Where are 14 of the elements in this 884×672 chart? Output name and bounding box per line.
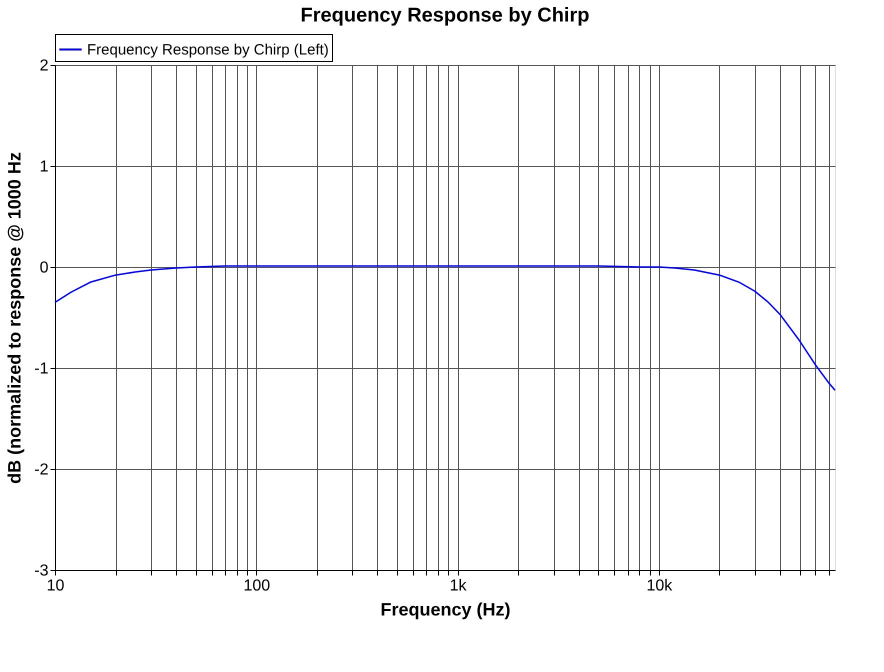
- y-tick-label: 2: [40, 58, 49, 74]
- y-tick-label: -2: [34, 462, 49, 478]
- x-tick-label: 10k: [646, 578, 674, 594]
- y-tick-label: 1: [40, 158, 49, 176]
- chart-title: Frequency Response by Chirp: [300, 4, 590, 26]
- legend-label: Frequency Response by Chirp (Left): [87, 42, 329, 58]
- y-tick-label: -3: [34, 562, 49, 580]
- y-tick-label: -1: [34, 360, 49, 378]
- x-tick-label: 10: [46, 578, 64, 594]
- x-axis-title: Frequency (Hz): [380, 600, 511, 620]
- x-tick-label: 1k: [450, 578, 468, 594]
- x-tick-label: 100: [243, 578, 270, 594]
- y-axis-title: dB (normalized to response @ 1000 Hz: [4, 152, 24, 484]
- y-tick-label: 0: [40, 260, 49, 276]
